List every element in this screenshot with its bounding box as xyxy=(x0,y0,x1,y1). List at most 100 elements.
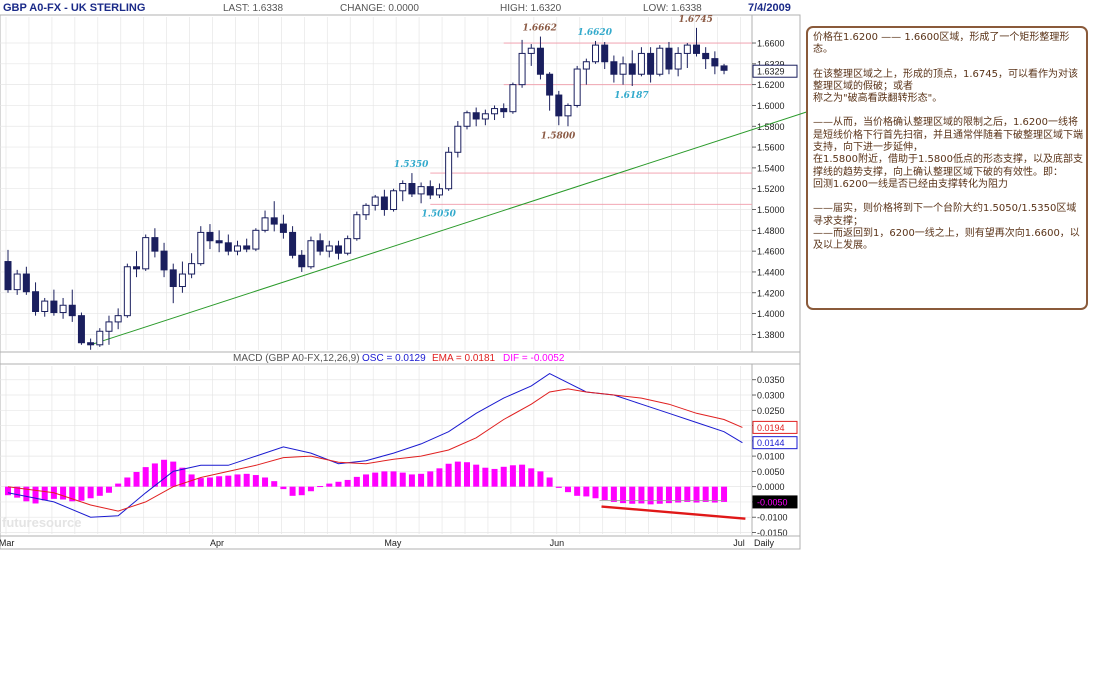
commentary-line: 在1.5800附近，借助于1.5800低点的形态支撑，以及底部支撑线的趋势支撑，… xyxy=(813,154,1083,178)
macd-histogram-bar xyxy=(500,466,507,487)
candles-group xyxy=(4,27,728,350)
macd-histogram-bar xyxy=(546,477,553,487)
macd-histogram-bar xyxy=(161,459,168,487)
candle-body xyxy=(197,231,205,265)
candle-body xyxy=(188,263,196,275)
candle-body xyxy=(426,186,434,196)
trendline-group xyxy=(90,110,811,346)
date-label: 7/4/2009 xyxy=(748,2,791,14)
candle-body xyxy=(481,113,489,120)
price-annotation: 1.6620 xyxy=(578,28,613,38)
last-value-label: 1.6329 xyxy=(757,67,785,77)
commentary-line: ——而返回到1，6200一线之上，则有望再次向1.6600，以及以上发展。 xyxy=(813,227,1080,252)
candle-body xyxy=(13,273,21,291)
candle-body xyxy=(619,63,627,75)
candle-body xyxy=(637,52,645,75)
candle-body xyxy=(509,84,517,113)
candle-body xyxy=(68,304,76,317)
candle-body xyxy=(573,68,581,106)
candle-body xyxy=(601,44,609,63)
x-axis xyxy=(0,535,801,550)
price-annotation: 1.5050 xyxy=(421,209,456,219)
candle-body xyxy=(610,61,618,75)
macd-histogram-bar xyxy=(14,486,21,498)
macd-histogram-bar xyxy=(656,486,663,504)
macd-histogram-bar xyxy=(96,486,103,496)
candle-body xyxy=(417,186,425,195)
price-tick-label: 1.6000 xyxy=(757,101,785,111)
macd-histogram-bar xyxy=(684,486,691,502)
symbol-label: GBP A0-FX - UK STERLING xyxy=(3,2,145,14)
macd-histogram-bar xyxy=(473,464,480,487)
macd-histogram-bar xyxy=(5,486,11,496)
candle-body xyxy=(665,47,673,70)
candle-body xyxy=(22,273,30,293)
period-label: Daily xyxy=(754,538,775,548)
candle-body xyxy=(279,223,287,233)
candle-body xyxy=(454,125,462,153)
candle-body xyxy=(362,204,370,216)
macd-histogram-bar xyxy=(665,486,672,504)
candle-body xyxy=(500,108,508,113)
macd-tick-label: -0.0150 xyxy=(757,528,788,538)
macd-histogram-bar xyxy=(592,486,599,499)
commentary-line: 回测1.6200一线是否已经由支撑转化为阻力 xyxy=(813,178,1008,190)
x-ticks: Mar Apr May Jun Jul xyxy=(0,538,745,548)
macd-histogram-bar xyxy=(620,486,627,504)
price-tick-label: 1.4800 xyxy=(757,226,785,236)
candle-body xyxy=(380,196,388,211)
macd-histogram-bar xyxy=(491,468,498,487)
candle-body xyxy=(50,300,58,314)
candle-body xyxy=(518,52,526,86)
candle-body xyxy=(628,63,636,75)
macd-histogram-bar xyxy=(289,486,296,496)
macd-histogram-bar xyxy=(528,468,535,487)
macd-histogram-bar xyxy=(252,475,259,487)
macd-tick-label: 0.0050 xyxy=(757,467,785,477)
price-tick-label: 1.4400 xyxy=(757,267,785,277)
macd-tick-label: 0.0000 xyxy=(757,482,785,492)
macd-histogram-bar xyxy=(307,486,314,492)
candle-body xyxy=(160,250,168,271)
candle-body xyxy=(32,291,40,312)
candle-body xyxy=(289,231,297,256)
commentary-line: 价格在1.6200 —— 1.6600区域，形成了一个矩形整理形态。 xyxy=(813,32,1070,56)
macd-value-box xyxy=(752,420,798,434)
macd-histogram-bar xyxy=(151,463,158,487)
divergence-line xyxy=(601,505,746,520)
macd-histogram-bar xyxy=(69,486,76,502)
price-tick-label: 1.3800 xyxy=(757,330,785,340)
macd-grid xyxy=(0,366,752,534)
macd-histogram-bar xyxy=(555,486,562,488)
macd-histogram-bar xyxy=(564,486,571,493)
macd-histogram-bar xyxy=(344,479,351,487)
candle-body xyxy=(720,65,728,71)
macd-histogram-bar xyxy=(280,486,287,490)
macd-tick-label: 0.0300 xyxy=(757,391,785,401)
macd-histogram-bar xyxy=(243,473,250,487)
price-tick-label: 1.5400 xyxy=(757,163,785,173)
macd-last-values: 0.0194 0.0144 -0.0050 xyxy=(752,420,798,509)
macd-histogram-bar xyxy=(702,486,709,502)
macd-histogram-bar xyxy=(436,468,443,487)
candle-body xyxy=(592,44,600,63)
candle-body xyxy=(399,183,407,192)
candle-body xyxy=(555,94,563,117)
candle-body xyxy=(307,240,315,268)
candle-body xyxy=(390,190,398,211)
price-tick-label: 1.4000 xyxy=(757,309,785,319)
candle-body xyxy=(371,196,379,206)
commentary-blank xyxy=(813,105,1083,117)
candle-body xyxy=(87,342,95,346)
candle-body xyxy=(252,229,260,250)
macd-value-label: 0.0194 xyxy=(757,423,785,433)
candle-body xyxy=(142,237,150,270)
macd-tick-label: 0.0250 xyxy=(757,406,785,416)
candle-body xyxy=(243,245,251,250)
price-levels xyxy=(430,42,752,205)
macd-histogram-bar xyxy=(537,471,544,487)
header-bar xyxy=(0,0,800,14)
macd-histogram-bar xyxy=(133,471,140,487)
high-label: HIGH: 1.6320 xyxy=(500,3,562,14)
